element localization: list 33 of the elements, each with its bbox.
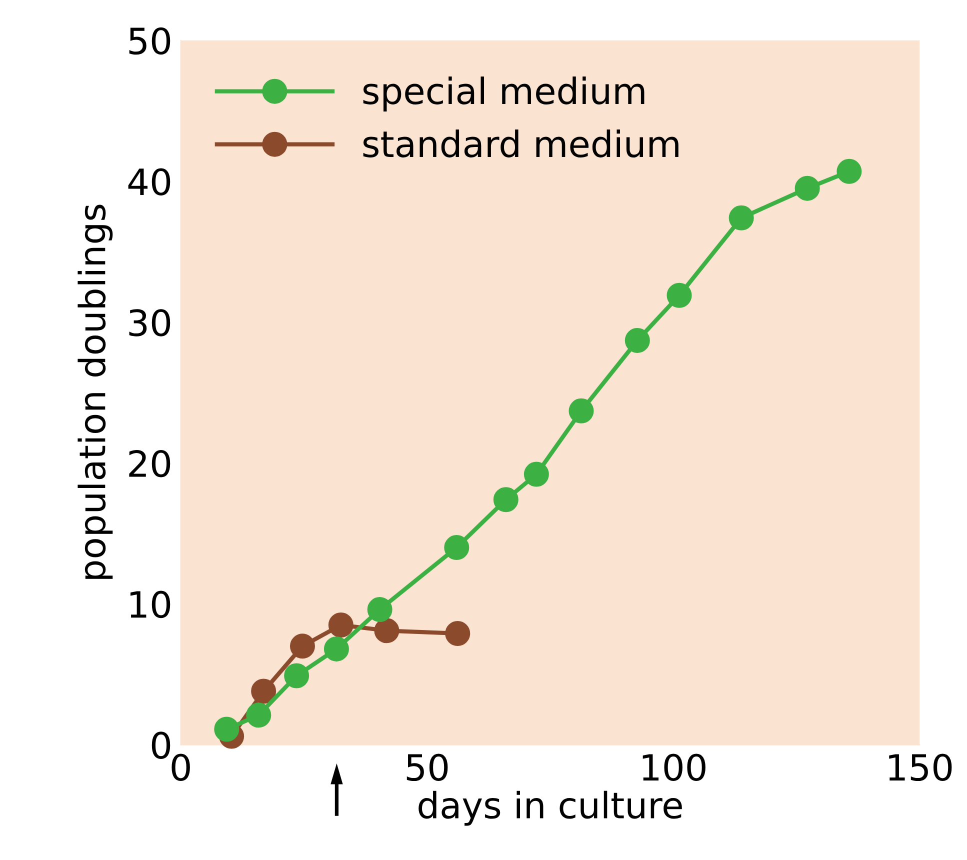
point bbox=[444, 535, 470, 560]
x-axis-title: days in culture bbox=[418, 790, 682, 826]
y-tick-label: 30 bbox=[129, 309, 170, 336]
point bbox=[794, 176, 820, 201]
point bbox=[374, 618, 400, 644]
point bbox=[624, 328, 650, 353]
y-tick-label: 20 bbox=[129, 450, 170, 478]
x-tick-label: 50 bbox=[406, 754, 448, 782]
point bbox=[328, 612, 354, 638]
point bbox=[284, 663, 310, 688]
legend-label: special medium bbox=[363, 76, 644, 112]
x-tick-label: 100 bbox=[642, 754, 706, 782]
point bbox=[367, 597, 392, 622]
point bbox=[214, 716, 240, 742]
point bbox=[666, 282, 692, 308]
point bbox=[524, 462, 549, 487]
legend-label: standard medium bbox=[363, 130, 678, 158]
y-axis-title: population doublings bbox=[78, 204, 113, 579]
x-tick-label: 0 bbox=[172, 754, 190, 782]
point bbox=[493, 487, 518, 512]
point bbox=[568, 398, 594, 424]
point bbox=[324, 636, 349, 662]
y-tick-label: 40 bbox=[128, 168, 170, 196]
point bbox=[251, 678, 276, 704]
point bbox=[290, 634, 315, 659]
point bbox=[728, 205, 754, 230]
x-tick-label: 150 bbox=[889, 754, 952, 782]
y-tick-label: 50 bbox=[129, 27, 170, 55]
y-tick-label: 0 bbox=[152, 732, 170, 759]
point bbox=[246, 702, 272, 728]
point bbox=[445, 620, 470, 646]
y-tick-label: 10 bbox=[130, 590, 170, 618]
point bbox=[836, 158, 862, 184]
